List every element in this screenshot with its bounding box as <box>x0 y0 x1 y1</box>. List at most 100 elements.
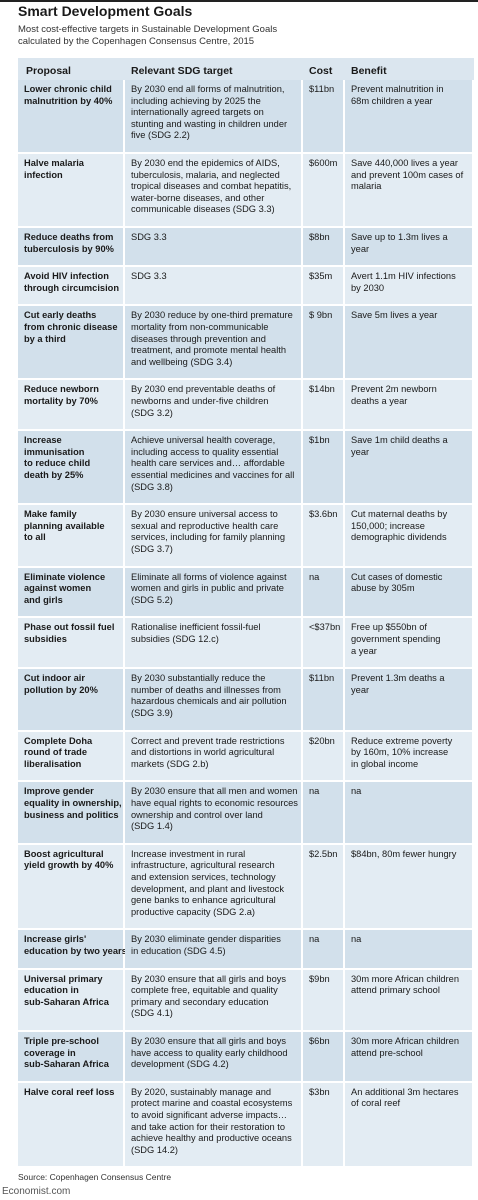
cost-cell: <$37bn <box>303 618 343 668</box>
benefit-text: year <box>351 446 370 457</box>
benefit-text: Save 440,000 lives a year <box>351 158 458 168</box>
sdg-target-text: women and girls in public and private <box>131 583 284 594</box>
proposal-text: sub-Saharan Africa <box>24 996 109 1007</box>
benefit-text: year <box>351 243 370 254</box>
benefit-text: Save 5m lives a year <box>351 310 438 321</box>
sdg-target-text: gene banks to enhance agricultural <box>131 895 276 906</box>
cost-text: $8bn <box>309 232 330 242</box>
sdg-target-text: internationally agreed targets on <box>131 107 264 118</box>
benefit-text: Save 1m child deaths a <box>351 435 448 446</box>
benefit-text: na <box>351 786 362 797</box>
proposal-text: Halve malaria <box>24 158 84 168</box>
sdg-target-text: Eliminate all forms of violence against <box>131 571 287 582</box>
sdg-target-cell: By 2030 ensure that all girls and boys co… <box>125 969 301 1030</box>
sdg-target-text: By 2030 eliminate gender disparities <box>131 934 281 945</box>
proposal-cell: Reduce deaths from tuberculosis by 90% <box>18 228 123 266</box>
sdg-target-cell: By 2030 end preventable deaths of newborn… <box>125 380 301 430</box>
proposal-text: liberalisation <box>24 758 82 769</box>
sdg-target-text: (SDG 3.2) <box>131 407 173 418</box>
sdg-target-text: services, including for family planning <box>131 532 285 543</box>
sdg-target-text: and distortions in world agricultural <box>131 747 275 758</box>
sdg-target-cell: SDG 3.3 <box>125 267 301 305</box>
sdg-target-text: By 2030 ensure that all girls and boys <box>131 1036 287 1046</box>
sdg-target-text: By 2030 end the epidemics of AIDS, <box>131 158 280 168</box>
sdg-target-cell: Correct and prevent trade restrictions an… <box>125 731 301 781</box>
sdg-target-text: (SDG 3.7) <box>131 543 173 554</box>
proposal-cell: Lower chronic child malnutrition by 40% <box>18 80 123 152</box>
cost-cell: $20bn <box>303 731 343 781</box>
column-header: Relevant SDG target <box>131 65 233 77</box>
sdg-target-text: primary and secondary education <box>131 996 269 1007</box>
cost-cell: $11bn <box>303 80 343 152</box>
proposal-text: Boost agricultural <box>24 848 104 859</box>
sdg-target-text: mortality from non-communicable <box>131 321 269 332</box>
proposal-cell: Halve malaria infection <box>18 154 123 226</box>
benefit-text: in global income <box>351 758 419 769</box>
benefit-cell: 30m more African children attend primary … <box>345 969 472 1030</box>
sdg-target-text: development (SDG 4.2) <box>131 1059 229 1070</box>
sdg-target-text: By 2020, sustainably manage and <box>131 1086 272 1097</box>
cost-cell: na <box>303 782 343 843</box>
benefit-text: Save up to 1.3m lives a <box>351 232 448 242</box>
benefit-text: 150,000; increase <box>351 520 425 531</box>
proposal-text: Halve coral reef loss <box>24 1086 115 1097</box>
benefit-text: Cut cases of domestic <box>351 571 443 582</box>
sdg-target-text: hazardous chemicals and air pollution <box>131 696 287 707</box>
proposal-text: Reduce newborn <box>24 384 99 395</box>
sdg-target-cell: Increase investment in rural infrastructu… <box>125 844 301 929</box>
benefit-text: Prevent malnutrition in <box>351 84 444 94</box>
cost-cell: $2.5bn <box>303 844 343 929</box>
sdg-target-text: development, and plant and livestock <box>131 883 284 894</box>
benefit-text: na <box>351 934 362 945</box>
proposal-text: from chronic disease <box>24 321 118 332</box>
sdg-target-text: water-borne diseases, and other <box>131 192 265 203</box>
sdg-target-text: productive capacity (SDG 2.a) <box>131 906 256 917</box>
cost-cell: $35m <box>303 267 343 305</box>
benefit-text: 30m more African children <box>351 973 459 984</box>
cost-text: $600m <box>309 158 338 168</box>
benefit-cell: An additional 3m hectares of coral reef <box>345 1082 472 1167</box>
proposal-text: pollution by 20% <box>24 684 98 695</box>
sdg-target-text: (SDG 1.4) <box>131 821 173 832</box>
sdg-target-text: five (SDG 2.2) <box>131 130 190 141</box>
sdg-target-text: SDG 3.3 <box>131 271 167 282</box>
proposal-text: sub-Saharan Africa <box>24 1059 109 1070</box>
sdg-target-cell: By 2030 substantially reduce the number o… <box>125 669 301 730</box>
proposal-cell: Phase out fossil fuel subsidies <box>18 618 123 668</box>
subtitle: calculated by the Copenhagen Consensus C… <box>18 36 255 47</box>
sdg-target-text: tropical diseases and combat hepatitis, <box>131 181 292 192</box>
cost-cell: $600m <box>303 154 343 226</box>
sdg-target-text: to avoid significant adverse impacts… <box>131 1109 288 1120</box>
sdg-target-text: By 2030 end preventable deaths of <box>131 384 276 395</box>
benefit-text: Prevent 2m newborn <box>351 384 437 395</box>
proposal-cell: Reduce newborn mortality by 70% <box>18 380 123 430</box>
sdg-target-text: ownership and control over land <box>131 809 263 820</box>
sdg-target-text: subsidies (SDG 12.c) <box>131 633 219 644</box>
proposal-text: to reduce child <box>24 458 91 469</box>
proposal-cell: Increase immunisation to reduce child death… <box>18 431 123 504</box>
cost-text: $1bn <box>309 435 330 446</box>
proposal-text: Improve gender <box>24 786 94 797</box>
proposal-text: infection <box>24 169 63 180</box>
cost-text: $3bn <box>309 1086 330 1097</box>
benefit-cell: Free up $550bn of government spending a ye… <box>345 618 472 668</box>
cost-text: $20bn <box>309 735 335 746</box>
benefit-text: Reduce extreme poverty <box>351 735 453 746</box>
sdg-target-text: Achieve universal health coverage, <box>131 435 276 446</box>
proposal-text: malnutrition by 40% <box>24 95 113 106</box>
proposal-cell: Cut indoor air pollution by 20% <box>18 669 123 730</box>
benefit-cell: Avert 1.1m HIV infections by 2030 <box>345 267 472 305</box>
sdg-target-cell: By 2030 eliminate gender disparities in e… <box>125 930 301 968</box>
proposal-text: mortality by 70% <box>24 395 98 406</box>
proposal-text: Increase girls' <box>24 934 87 945</box>
proposal-text: Increase <box>24 435 62 446</box>
sdg-target-text: achieve healthy and productive oceans <box>131 1133 292 1144</box>
sdg-target-text: By 2030 reduce by one-third premature <box>131 310 293 321</box>
source: Source: Copenhagen Consensus Centre <box>18 1172 172 1183</box>
sdg-target-text: newborns and under-five children <box>131 395 269 406</box>
sdg-target-text: (SDG 3.8) <box>131 481 173 492</box>
benefit-text: Cut maternal deaths by <box>351 509 448 520</box>
proposal-text: by a third <box>24 333 66 344</box>
sdg-target-text: (SDG 4.1) <box>131 1008 173 1019</box>
sdg-target-cell: By 2030 reduce by one-third premature mor… <box>125 306 301 379</box>
